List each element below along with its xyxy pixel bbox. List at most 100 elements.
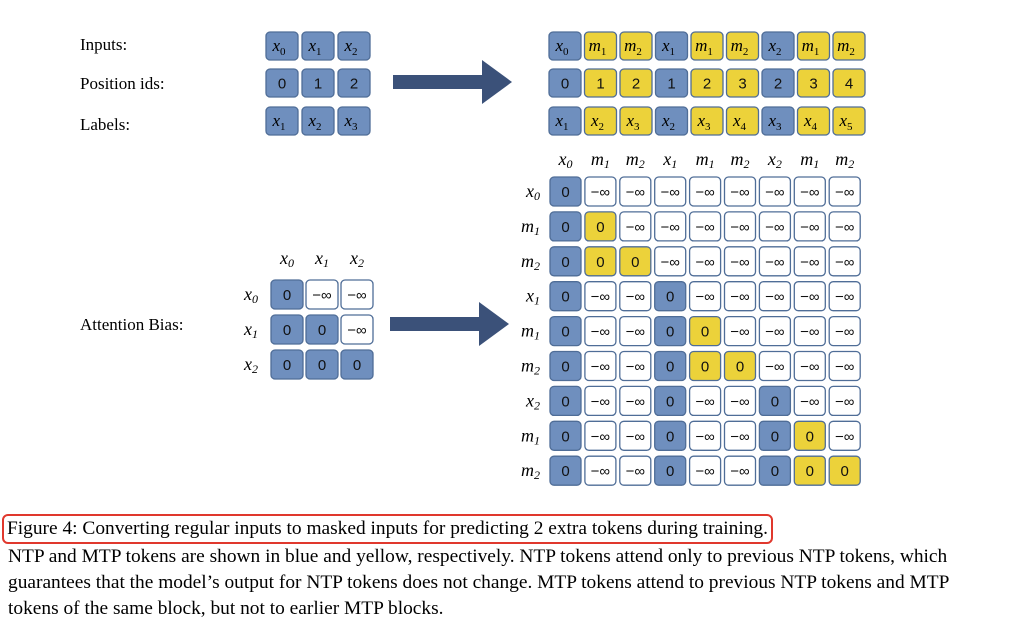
masked-attn-cell-text: −∞ xyxy=(800,359,820,376)
masked-attn-cell: −∞ xyxy=(758,350,792,382)
attention-bias-label: Attention Bias: xyxy=(80,315,183,334)
masked-attn-cell-box xyxy=(723,455,757,486)
masked-position-cell-box xyxy=(796,68,831,98)
masked-label-cell-text: x2 xyxy=(661,111,675,133)
masked-attn-cell: −∞ xyxy=(688,246,722,277)
regular-attn-cell-text: −∞ xyxy=(347,322,367,339)
masked-attn-cell-text: −∞ xyxy=(591,289,611,306)
masked-input-cell-text: x1 xyxy=(661,36,675,58)
masked-attn-cell-box xyxy=(758,176,792,207)
masked-attn-cell-text: 0 xyxy=(561,219,569,236)
masked-attn-cell-text: −∞ xyxy=(695,463,715,480)
masked-attn-cell-box xyxy=(619,350,652,382)
masked-input-cell-box xyxy=(832,31,866,61)
masked-attn-cell-box xyxy=(688,211,722,242)
masked-attn-cell-text: 0 xyxy=(771,393,779,410)
masked-attn-cell: −∞ xyxy=(584,420,617,451)
masked-position-cell-box xyxy=(548,68,582,98)
masked-attn-cell-box xyxy=(619,246,652,277)
masked-attn-cell-box xyxy=(828,420,861,451)
masked-attn-cell-box xyxy=(828,176,861,207)
masked-attn-cell-box xyxy=(619,281,652,312)
masked-position-cell-box xyxy=(583,68,618,98)
masked-attn-cell-text: −∞ xyxy=(730,324,750,341)
regular-attn-cell: 0 xyxy=(270,279,304,310)
bottom-arrow xyxy=(390,302,509,346)
masked-attn-cell-text: 0 xyxy=(771,463,779,480)
masked-attn-cell-text: −∞ xyxy=(730,219,750,236)
regular-position-cell: 1 xyxy=(301,68,335,98)
regular-attn-cell-box xyxy=(340,314,374,345)
masked-attn-cell-text: −∞ xyxy=(591,463,611,480)
masked-attn-cell: −∞ xyxy=(793,385,826,417)
regular-position-cell: 0 xyxy=(265,68,299,98)
masked-attn-cell-text: −∞ xyxy=(626,324,646,341)
masked-attn-cell-box xyxy=(654,176,687,207)
inputs-label: Inputs: xyxy=(80,35,127,54)
masked-input-cell: m1 xyxy=(796,31,831,61)
masked-attn-cell-text: 0 xyxy=(666,428,674,445)
masked-attn-cell-text: −∞ xyxy=(591,393,611,410)
regular-attn-cell: −∞ xyxy=(340,279,374,310)
masked-position-cell-text: 4 xyxy=(845,76,853,93)
bottom-arrow-head xyxy=(479,302,509,346)
regular-attn-cell: 0 xyxy=(270,349,304,380)
masked-input-cell-box xyxy=(548,31,582,61)
masked-attn-cell-text: 0 xyxy=(736,359,744,376)
masked-attn-cell-box xyxy=(549,246,582,277)
masked-attn-cell: −∞ xyxy=(688,176,722,207)
masked-attn-cell-box xyxy=(758,420,792,451)
masked-position-cell-text: 2 xyxy=(632,76,640,93)
masked-attn-cell: 0 xyxy=(828,455,861,486)
masked-attn-cell-text: −∞ xyxy=(765,219,785,236)
masked-attn-cell: −∞ xyxy=(723,246,757,277)
masked-attn-cell-text: −∞ xyxy=(835,254,855,271)
masked-attn-cell-text: −∞ xyxy=(800,254,820,271)
masked-attn-cell-box xyxy=(828,211,861,242)
masked-label-cell-text: x5 xyxy=(838,111,853,133)
masked-attn-cell-text: −∞ xyxy=(730,184,750,201)
masked-attn-cell-box xyxy=(688,455,722,486)
masked-attn-cell-box xyxy=(584,455,617,486)
masked-attn-cell-box xyxy=(549,211,582,242)
masked-attn-cell-text: 0 xyxy=(841,463,849,480)
masked-position-cell-box xyxy=(619,68,653,98)
masked-attn-cell: −∞ xyxy=(584,385,617,417)
masked-attn-cell-text: −∞ xyxy=(835,289,855,306)
masked-input-cell: m2 xyxy=(725,31,760,61)
masked-attn-cell-text: −∞ xyxy=(695,428,715,445)
masked-attn-cell: 0 xyxy=(549,176,582,207)
masked-input-cell-text: m2 xyxy=(624,36,642,58)
masked-attn-cell: −∞ xyxy=(584,281,617,312)
masked-attn-cell: −∞ xyxy=(828,176,861,207)
masked-input-cell-box xyxy=(619,31,653,61)
masked-attn-cell-box xyxy=(654,420,687,451)
masked-attn-cell: −∞ xyxy=(619,385,652,417)
masked-attn-cell: 0 xyxy=(619,246,652,277)
masked-attn-cell: −∞ xyxy=(758,211,792,242)
masked-attn-cell-box xyxy=(758,315,792,347)
masked-label-cell-box xyxy=(619,106,653,136)
masked-attn-cell: −∞ xyxy=(793,176,826,207)
masked-attn-cell-box xyxy=(654,350,687,382)
masked-label-cell-box xyxy=(654,106,689,136)
regular-attn-cell-box xyxy=(270,314,304,345)
masked-attn-cell-box xyxy=(549,350,582,382)
masked-attn-cell-box xyxy=(828,350,861,382)
masked-attn-cell: −∞ xyxy=(584,455,617,486)
masked-label-cell-box xyxy=(690,106,724,136)
masked-input-cell: x1 xyxy=(654,31,689,61)
masked-attn-cell-box xyxy=(793,455,826,486)
regular-input-cell: x0 xyxy=(265,31,299,61)
masked-attn-cell-box xyxy=(688,246,722,277)
regular-attn-cell-box xyxy=(305,349,339,380)
masked-attn-cell-box xyxy=(619,315,652,347)
masked-attn-cell-box xyxy=(549,176,582,207)
top-arrow xyxy=(393,60,512,104)
masked-attn-cell-text: 0 xyxy=(596,254,604,271)
masked-input-cell-text: m1 xyxy=(589,36,607,58)
masked-attn-cell-box xyxy=(828,281,861,312)
masked-attn-cell: 0 xyxy=(549,315,582,347)
masked-position-cell-text: 2 xyxy=(703,76,711,93)
masked-attn-cell-text: −∞ xyxy=(626,289,646,306)
